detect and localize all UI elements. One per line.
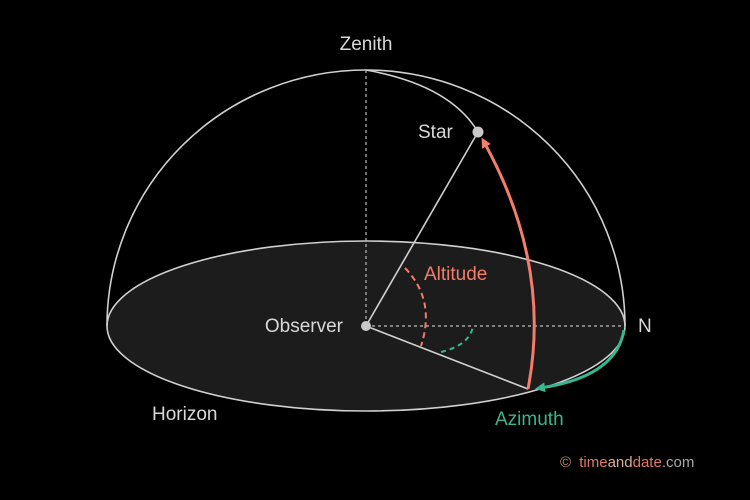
azimuth-arrow <box>535 329 626 393</box>
star-point <box>472 126 484 138</box>
horizon-label: Horizon <box>152 404 217 425</box>
observer-label: Observer <box>265 316 344 337</box>
observer-foot-line <box>365 325 529 390</box>
credit-brand-date: date <box>633 454 662 471</box>
credit-tld: .com <box>662 454 695 471</box>
observer-point <box>361 321 371 331</box>
zenith-star-arc <box>365 69 479 133</box>
observer-star-line <box>365 131 479 327</box>
credit-brand-and: and <box>608 454 633 471</box>
altitude-label: Altitude <box>424 264 487 285</box>
credit-text: © timeanddate.com <box>560 454 694 471</box>
zenith-label: Zenith <box>340 34 393 55</box>
altitude-arrow <box>481 137 536 390</box>
credit-brand-time: time <box>579 454 607 471</box>
azimuth-angle-arc <box>440 325 474 353</box>
north-label: N <box>638 316 652 337</box>
azimuth-label: Azimuth <box>495 409 564 430</box>
altitude-angle-arc <box>404 267 427 347</box>
copyright-symbol: © <box>560 454 571 471</box>
star-label: Star <box>418 122 454 143</box>
